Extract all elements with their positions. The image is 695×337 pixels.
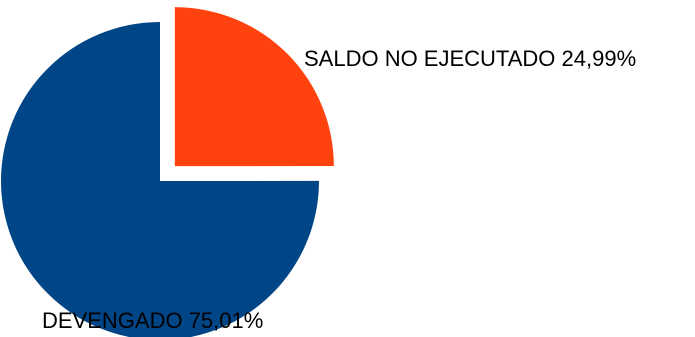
pie-slice-saldo-no-ejecutado [174,7,334,167]
pie-slice-devengado [1,22,319,337]
label-devengado: DEVENGADO 75,01% [42,308,263,333]
label-saldo-no-ejecutado: SALDO NO EJECUTADO 24,99% [304,46,636,71]
pie-slices [1,7,334,337]
